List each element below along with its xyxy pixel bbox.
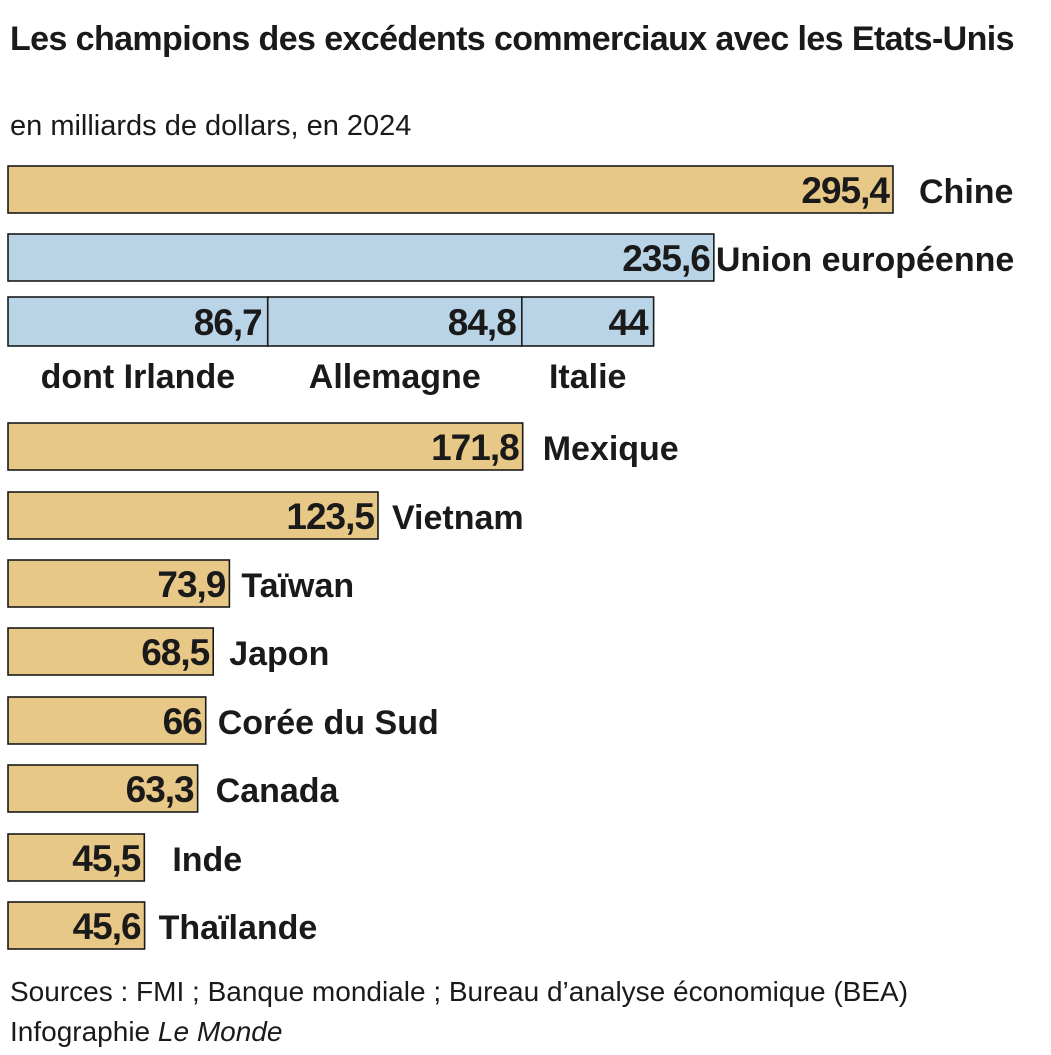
category-label-4: Taïwan [241,567,354,605]
eu-sub-value-1: 84,8 [448,302,516,343]
bar-3 [7,491,379,540]
chart-subtitle: en milliards de dollars, en 2024 [10,110,412,142]
category-label-6: Corée du Sud [218,704,439,742]
category-label-0: Chine [919,173,1013,211]
category-label-1: Union européenne [716,241,1014,279]
category-label-3: Vietnam [392,499,524,537]
eu-sub-bar-0 [7,296,269,347]
value-label-7: 63,3 [126,769,194,810]
value-label-3: 123,5 [286,496,374,537]
value-label-4: 73,9 [157,564,225,605]
eu-sub-value-2: 44 [608,302,649,343]
value-label-0: 295,4 [801,170,890,211]
eu-sub-label-1: Allemagne [309,358,481,396]
category-label-5: Japon [229,635,329,673]
bar-2 [7,422,524,471]
value-label-5: 68,5 [141,632,209,673]
chart-title: Les champions des excédents commerciaux … [10,20,1015,58]
value-label-8: 45,5 [72,838,140,879]
value-label-9: 45,6 [73,906,141,947]
bar-4 [7,559,231,608]
category-label-7: Canada [216,772,340,810]
credit-line: Infographie Le Monde [10,1012,282,1052]
bar-9 [7,901,146,950]
sources-note: Sources : FMI ; Banque mondiale ; Bureau… [10,976,909,1007]
category-label-9: Thaïlande [159,909,318,947]
bar-5 [7,627,215,676]
bar-6 [7,696,207,745]
bar-8 [7,833,146,882]
value-label-6: 66 [163,701,203,742]
category-label-8: Inde [172,841,242,879]
value-label-1: 235,6 [622,238,710,279]
bar-7 [7,764,199,813]
eu-sub-bar-1 [266,296,523,347]
credit-prefix: Infographie [10,1016,151,1047]
credit-brand: Le Monde [157,1016,283,1047]
eu-sub-label-0: dont Irlande [41,358,236,396]
eu-sub-bar-2 [521,296,655,347]
eu-sub-label-2: Italie [549,358,626,396]
value-label-2: 171,8 [431,427,519,468]
bar-0 [7,165,894,214]
eu-sub-value-0: 86,7 [194,302,262,343]
bar-1 [7,233,715,282]
category-label-2: Mexique [543,430,679,468]
